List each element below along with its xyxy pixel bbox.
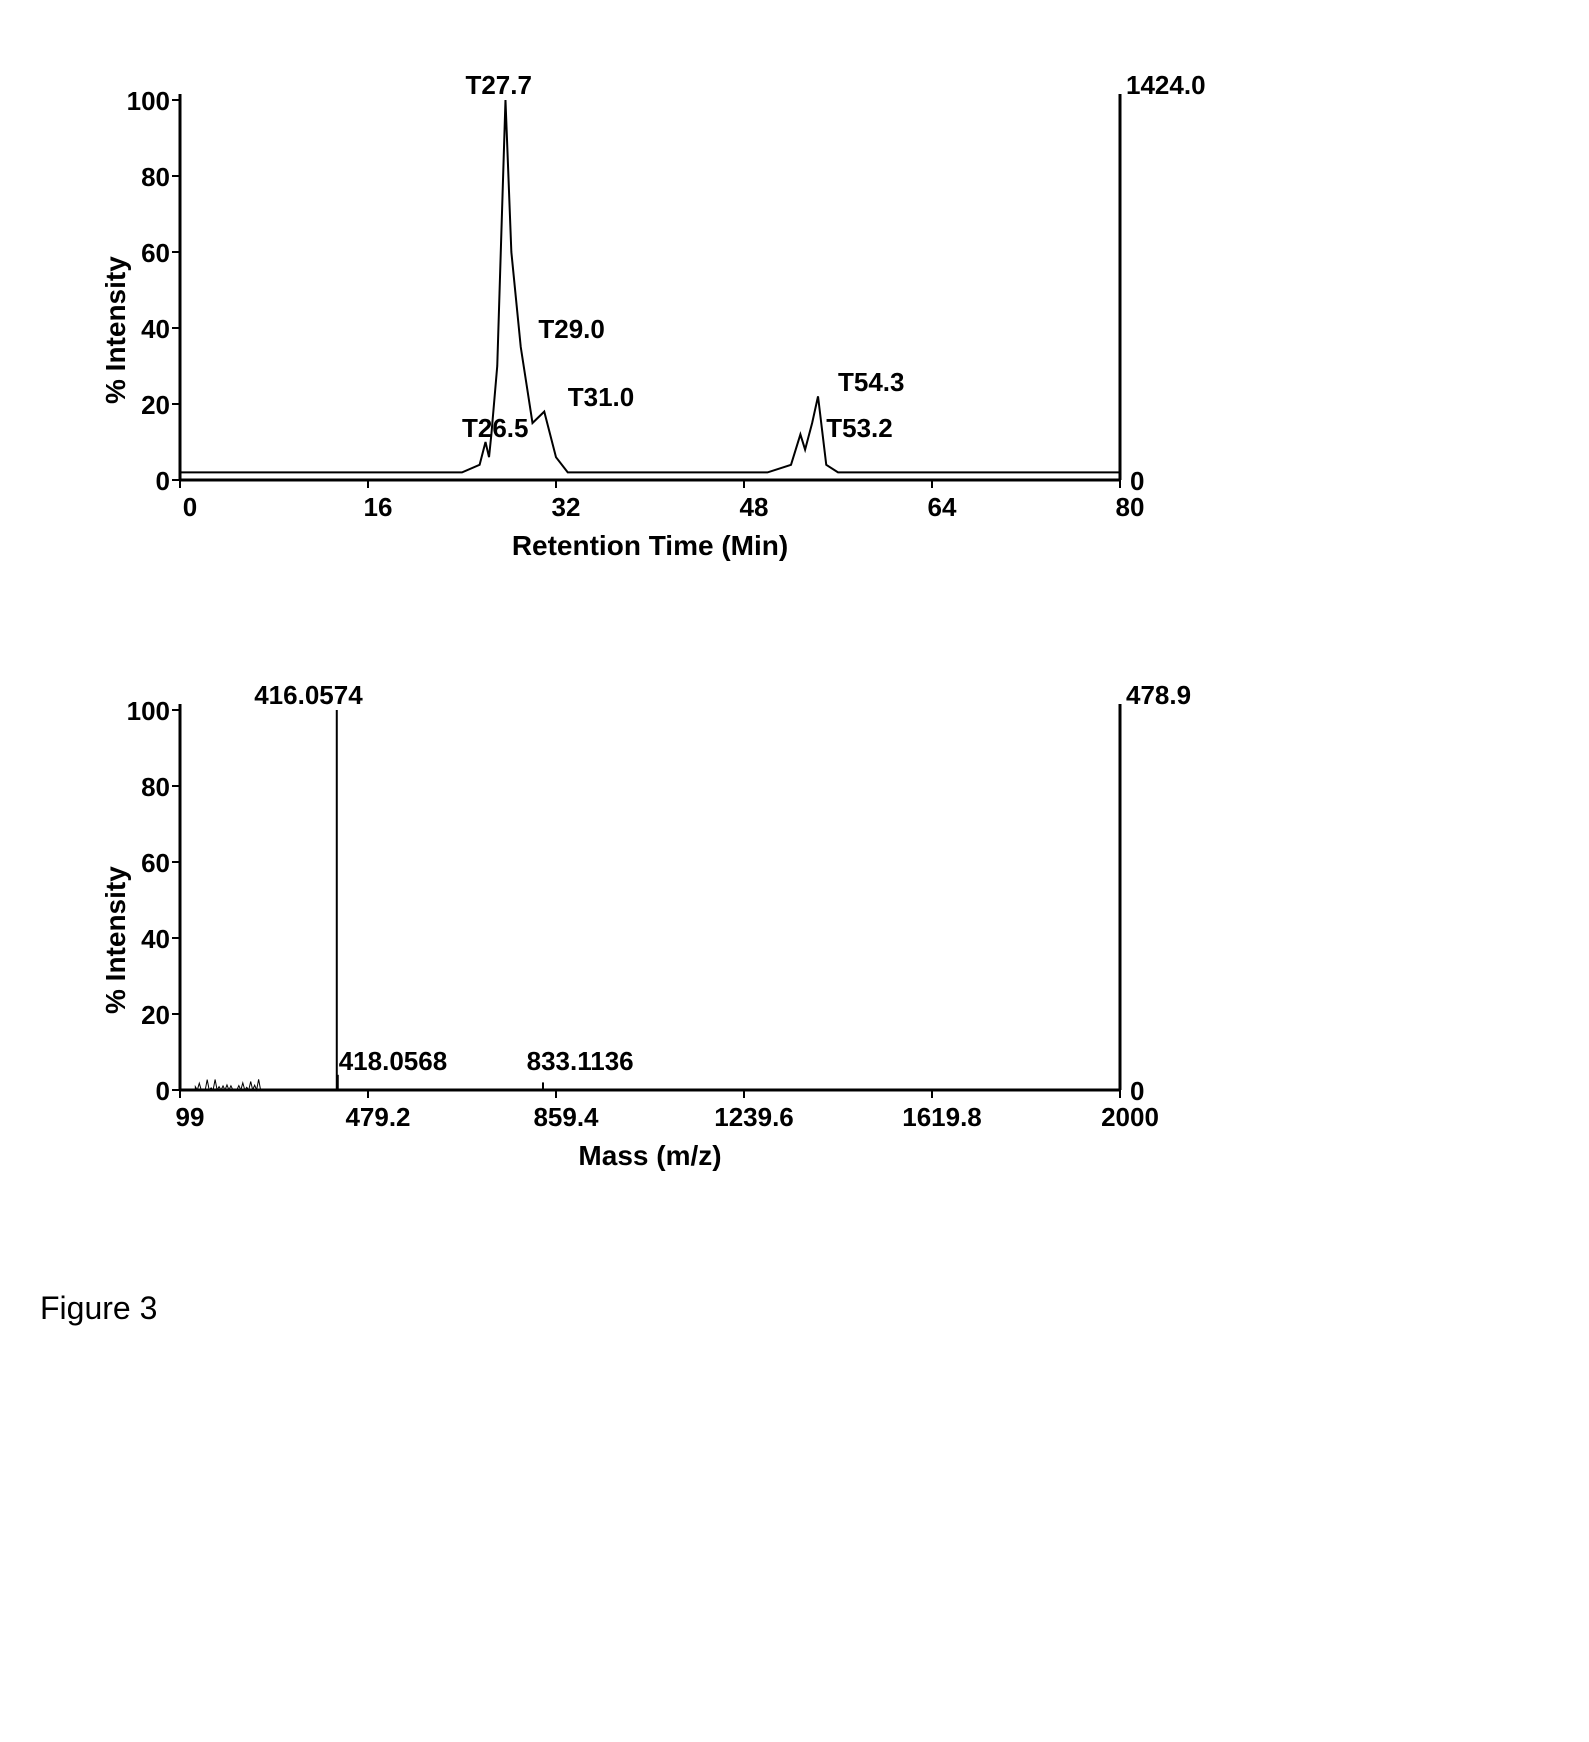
peak-label: T26.5 [462, 413, 529, 444]
y-tick-label: 20 [110, 1000, 170, 1031]
x-tick-label: 99 [150, 1102, 230, 1133]
x-tick-label: 0 [150, 492, 230, 523]
peak-label: T29.0 [538, 314, 605, 345]
y-tick-label: 80 [110, 162, 170, 193]
y-tick-label: 60 [110, 238, 170, 269]
y-tick-label: 60 [110, 848, 170, 879]
y-tick-label: 80 [110, 772, 170, 803]
x-axis-label: Retention Time (Min) [512, 530, 788, 562]
x-tick-label: 859.4 [526, 1102, 606, 1133]
y-right-max-label: 1424.0 [1126, 70, 1206, 101]
x-tick-label: 479.2 [338, 1102, 418, 1133]
y-right-max-label: 478.9 [1126, 680, 1191, 711]
figure-wrap: % Intensity Retention Time (Min) 0204060… [40, 70, 1240, 1327]
peak-label: T54.3 [838, 367, 905, 398]
mass-spectrum-chart: % Intensity Mass (m/z) 0204060801000478.… [160, 680, 1140, 1200]
y-tick-label: 40 [110, 924, 170, 955]
x-tick-label: 48 [714, 492, 794, 523]
x-tick-label: 32 [526, 492, 606, 523]
x-tick-label: 64 [902, 492, 982, 523]
peak-label: 418.0568 [339, 1046, 447, 1077]
x-tick-label: 16 [338, 492, 418, 523]
y-tick-label: 100 [110, 696, 170, 727]
peak-label: 833.1136 [527, 1046, 634, 1077]
x-axis-label: Mass (m/z) [578, 1140, 721, 1172]
mass-spectrum-svg [160, 680, 1140, 1100]
chromatogram-chart: % Intensity Retention Time (Min) 0204060… [160, 70, 1140, 590]
peak-label: T27.7 [465, 70, 532, 101]
x-tick-label: 1619.8 [902, 1102, 982, 1133]
peak-label: 416.0574 [254, 680, 362, 711]
x-tick-label: 1239.6 [714, 1102, 794, 1133]
x-tick-label: 80 [1090, 492, 1170, 523]
y-tick-label: 40 [110, 314, 170, 345]
peak-label: T31.0 [568, 382, 635, 413]
figure-caption: Figure 3 [40, 1290, 1240, 1327]
y-tick-label: 20 [110, 390, 170, 421]
chromatogram-svg [160, 70, 1140, 490]
y-tick-label: 100 [110, 86, 170, 117]
x-tick-label: 2000 [1090, 1102, 1170, 1133]
peak-label: T53.2 [826, 413, 893, 444]
